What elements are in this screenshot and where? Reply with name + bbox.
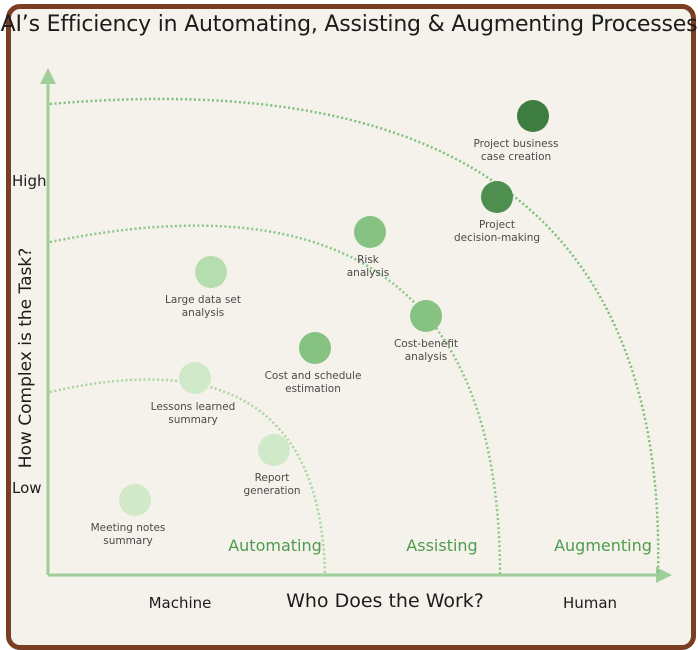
chart-title: AI’s Efficiency in Automating, Assisting… <box>0 12 698 37</box>
label-large-data-set-analysis: Large data set analysis <box>165 294 241 319</box>
zone-assisting: Assisting <box>406 536 478 555</box>
label-cost-benefit-analysis: Cost-benefit analysis <box>393 338 459 363</box>
y-tick-high: High <box>12 172 47 190</box>
point-project-business-case-creation <box>517 100 549 132</box>
point-cost-benefit-analysis <box>410 300 442 332</box>
label-project-business-case-creation: Project business case creation <box>473 138 559 163</box>
x-axis-label: Who Does the Work? <box>286 590 484 612</box>
label-meeting-notes-summary: Meeting notes summary <box>90 522 166 547</box>
x-axis-arrow <box>656 567 672 583</box>
zone-automating: Automating <box>228 536 322 555</box>
label-report-generation: Report generation <box>243 472 301 497</box>
point-cost-and-schedule-estimation <box>299 332 331 364</box>
chart-frame <box>6 4 696 650</box>
point-project-decision-making <box>481 181 513 213</box>
y-axis-arrow <box>40 68 56 84</box>
zone-augmenting: Augmenting <box>554 536 652 555</box>
label-lessons-learned-summary: Lessons learned summary <box>150 401 236 426</box>
label-project-decision-making: Project decision-making <box>453 219 541 244</box>
x-tick-human: Human <box>562 594 618 612</box>
automating-boundary <box>49 378 327 576</box>
y-tick-low: Low <box>12 479 42 497</box>
y-axis-label: How Complex is the Task? <box>16 247 36 469</box>
point-report-generation <box>258 434 290 466</box>
point-lessons-learned-summary <box>179 362 211 394</box>
x-tick-machine: Machine <box>148 594 212 612</box>
point-large-data-set-analysis <box>195 256 227 288</box>
point-risk-analysis <box>354 216 386 248</box>
point-meeting-notes-summary <box>119 484 151 516</box>
label-cost-and-schedule-estimation: Cost and schedule estimation <box>264 370 362 395</box>
label-risk-analysis: Risk analysis <box>346 254 390 279</box>
